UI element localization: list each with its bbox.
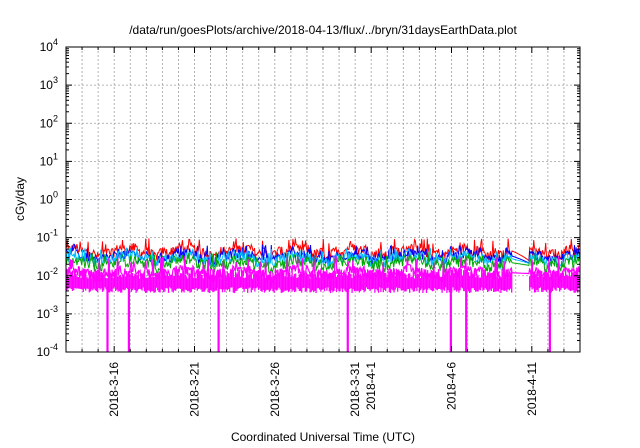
y-tick-exponent: 3 (53, 75, 58, 85)
y-tick-label: 10-3 (37, 304, 58, 321)
y-tick-label: 102 (40, 113, 58, 130)
x-tick-label: 2018-4-6 (445, 362, 459, 410)
y-tick-exponent: 2 (53, 113, 58, 123)
y-tick-exponent: -1 (50, 228, 58, 238)
series-line (66, 254, 580, 287)
y-tick-exponent: -3 (50, 304, 58, 314)
y-tick-exponent: 0 (53, 190, 58, 200)
y-tick-exponent: 1 (53, 151, 58, 161)
y-tick-label: 10-2 (37, 266, 58, 283)
y-axis-label: cGy/day (13, 177, 27, 221)
chart-title: /data/run/goesPlots/archive/2018-04-13/f… (129, 23, 517, 37)
y-tick-label: 103 (40, 75, 58, 92)
y-tick-label: 10-4 (37, 342, 58, 359)
x-tick-label: 2018-3-16 (107, 362, 121, 417)
y-tick-exponent: -4 (50, 342, 58, 352)
tick-labels: 10-410-310-210-11001011021031042018-3-16… (37, 37, 539, 417)
series-line (66, 247, 580, 271)
y-tick-label: 101 (40, 151, 58, 168)
y-tick-exponent: -2 (50, 266, 58, 276)
grid (66, 47, 580, 352)
ticks (66, 46, 580, 353)
x-tick-label: 2018-3-21 (188, 362, 202, 417)
x-tick-label: 2018-3-26 (268, 362, 282, 417)
y-tick-exponent: 4 (53, 37, 58, 47)
y-tick-label: 10-1 (37, 228, 58, 245)
y-tick-label: 100 (40, 190, 58, 207)
series-line (66, 252, 580, 275)
x-tick-label: 2018-4-11 (525, 362, 539, 416)
x-axis-label: Coordinated Universal Time (UTC) (231, 430, 415, 444)
x-tick-label: 2018-4-1 (364, 362, 378, 410)
x-tick-label: 2018-3-31 (348, 362, 362, 417)
y-tick-label: 104 (40, 37, 58, 54)
